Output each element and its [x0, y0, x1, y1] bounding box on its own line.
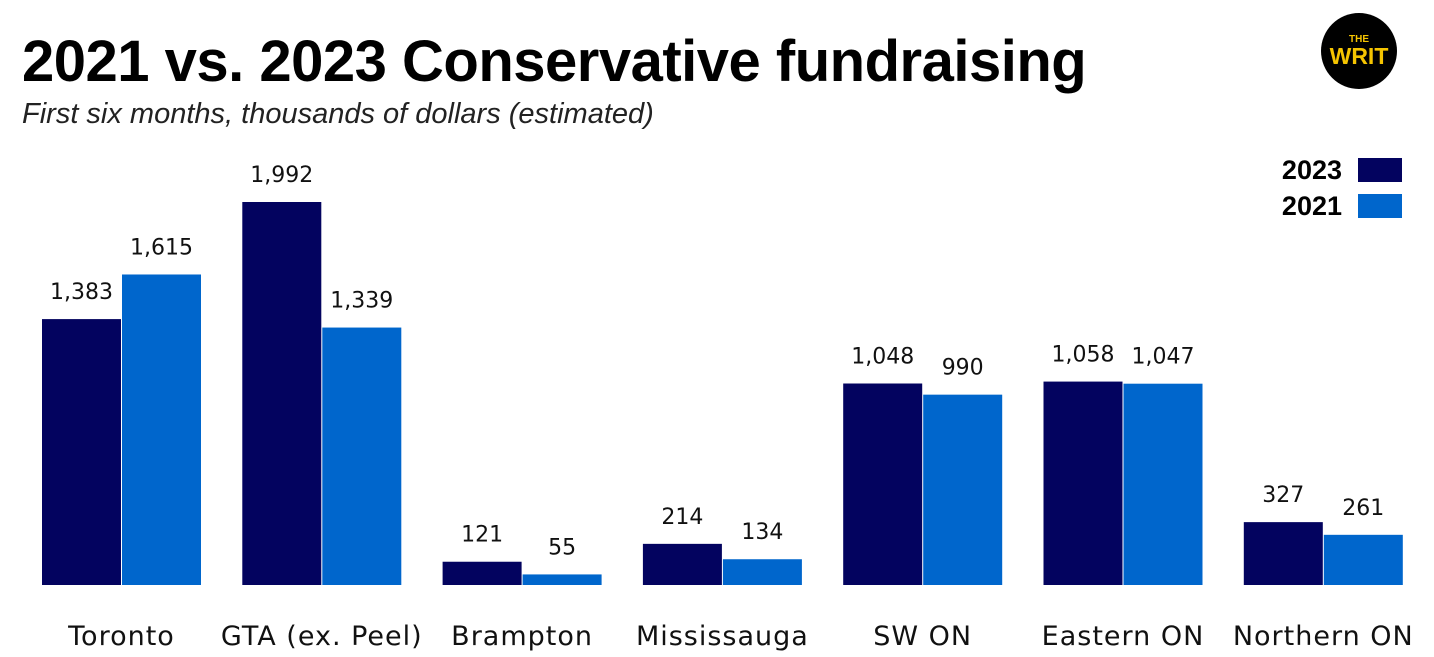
value-label-2023-0: 1,383 — [50, 280, 113, 305]
value-label-2023-4: 1,048 — [851, 345, 914, 370]
bar-2023-0 — [42, 319, 121, 585]
category-label-2: Brampton — [451, 621, 593, 652]
bar-2023-6 — [1243, 522, 1323, 585]
value-label-2023-2: 121 — [461, 523, 503, 548]
value-label-2023-3: 214 — [661, 505, 703, 530]
bar-2023-1 — [242, 202, 322, 585]
writ-logo: THE WRIT — [1321, 13, 1397, 89]
legend-label-2023: 2023 — [1282, 155, 1342, 185]
legend-swatch-2023 — [1358, 158, 1402, 182]
value-labels-group: 1,383 1,615 1,992 1,339 121 55 214 134 1,048 990 1… — [50, 163, 1384, 560]
category-label-1: GTA (ex. Peel) — [221, 621, 423, 652]
legend-label-2021: 2021 — [1282, 191, 1342, 221]
category-label-6: Northern ON — [1233, 621, 1414, 652]
value-label-2021-2: 55 — [548, 535, 576, 560]
bar-2021-4 — [923, 394, 1003, 585]
value-label-2021-4: 990 — [942, 356, 984, 381]
value-label-2021-3: 134 — [741, 520, 783, 545]
logo-circle — [1321, 13, 1397, 89]
category-label-3: Mississauga — [636, 621, 809, 652]
category-label-5: Eastern ON — [1042, 621, 1205, 652]
category-label-4: SW ON — [873, 621, 972, 652]
bar-2023-5 — [1043, 381, 1123, 585]
legend-swatch-2021 — [1358, 194, 1402, 218]
logo-main-text: WRIT — [1330, 43, 1389, 69]
legend: 2023 2021 — [1282, 155, 1402, 221]
value-label-2023-5: 1,058 — [1052, 343, 1115, 368]
chart-title: 2021 vs. 2023 Conservative fundraising — [22, 29, 1087, 94]
value-label-2021-0: 1,615 — [130, 235, 193, 260]
category-label-0: Toronto — [67, 621, 175, 652]
bar-2021-1 — [322, 327, 402, 585]
bars-group — [42, 202, 1403, 585]
bar-2021-0 — [122, 274, 201, 585]
bar-2021-6 — [1323, 534, 1403, 585]
value-label-2021-1: 1,339 — [330, 289, 393, 314]
value-label-2023-6: 327 — [1262, 483, 1304, 508]
category-labels-group: Toronto GTA (ex. Peel) Brampton Mississauga… — [67, 621, 1414, 652]
bar-2021-3 — [722, 559, 802, 585]
bar-2021-5 — [1123, 383, 1203, 585]
bar-2023-3 — [642, 543, 722, 585]
chart-subtitle: First six months, thousands of dollars (… — [22, 98, 654, 130]
value-label-2021-6: 261 — [1342, 496, 1384, 521]
bar-2023-2 — [442, 561, 522, 585]
logo-top-text: THE — [1349, 34, 1369, 45]
bar-2023-4 — [843, 383, 923, 585]
bar-2021-2 — [522, 574, 602, 585]
value-label-2021-5: 1,047 — [1132, 345, 1195, 370]
value-label-2023-1: 1,992 — [250, 163, 313, 188]
